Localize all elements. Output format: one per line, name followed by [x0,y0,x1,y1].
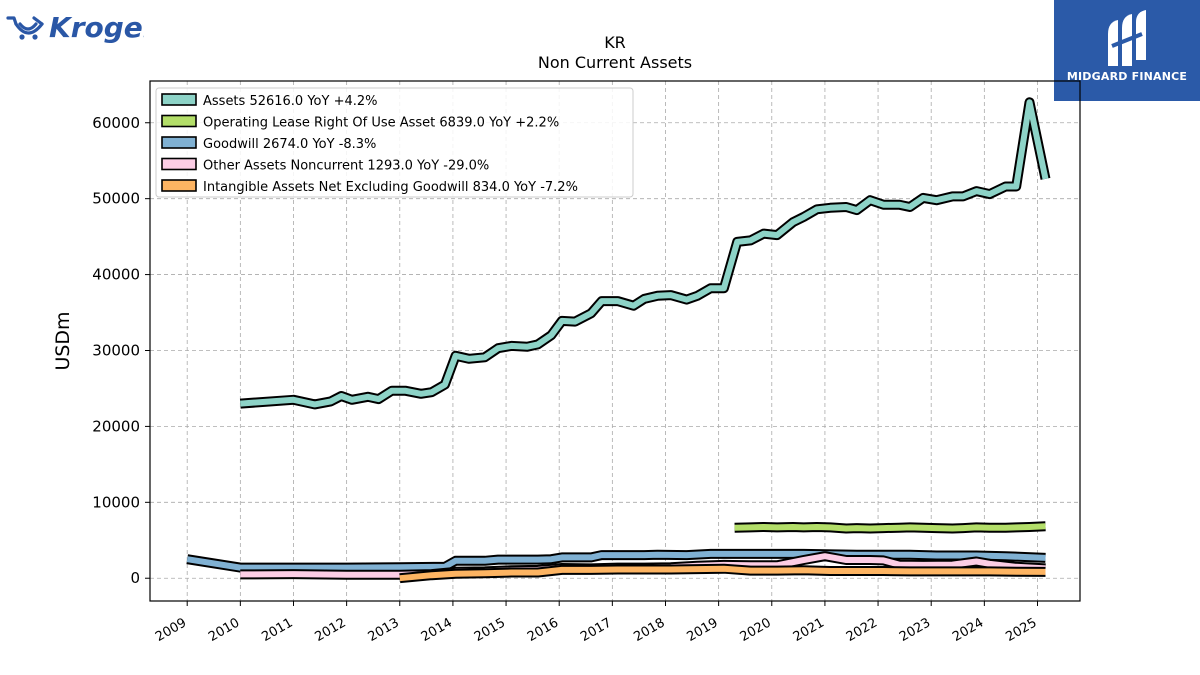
x-tick-label: 2016 [525,615,561,645]
legend-swatch [161,157,197,171]
series-line-operating-lease-right-of-use-asset [734,523,1046,532]
legend-swatch [161,93,197,106]
legend-swatch [161,114,197,128]
y-tick-label: 40000 [92,266,140,284]
midgard-finance-logo: MIDGARD FINANCE [1054,0,1200,101]
x-tick-label: 2014 [419,615,455,645]
y-tick-label: 10000 [92,493,140,511]
series-layer [186,97,1051,584]
x-tick-label: 2019 [684,615,720,645]
y-tick-label: 60000 [92,114,140,132]
legend-box [155,87,634,198]
series-line-assets [240,99,1049,408]
y-tick-label: 0 [130,569,140,587]
x-tick-label: 2020 [738,615,774,645]
kroger-logo: Kroger [4,4,159,56]
series-line-intangible-assets-net-excluding-goodwill [399,565,1046,582]
x-tick-label: 2018 [631,615,667,645]
y-tick-label: 50000 [92,190,140,208]
midgard-logo-text: MIDGARD FINANCE [1066,70,1188,83]
chart-title: KR [604,33,626,52]
x-tick-label: 2021 [791,615,827,645]
x-tick-label: 2022 [844,615,880,645]
x-tick-label: 2015 [472,615,508,645]
x-tick-label: 2017 [578,615,614,645]
series-line-goodwill [186,550,1046,571]
kroger-logo-text: Kroger [49,11,144,44]
legend: Assets 52616.0 YoY +4.2% Operating Lease … [155,87,634,198]
x-tick-label: 2012 [312,615,348,645]
chart-subtitle: Non Current Assets [538,53,692,72]
y-tick-label: 20000 [92,417,140,435]
y-tick-label: 30000 [92,341,140,359]
x-tick-label: 2023 [897,615,933,645]
legend-swatch [161,179,197,192]
legend-swatch [161,136,197,149]
legend-entry: Goodwill 2674.0 YoY -8.3% [203,137,376,152]
x-tick-label: 2013 [366,615,402,645]
x-tick-label: 2025 [1003,615,1039,645]
legend-entry: Intangible Assets Net Excluding Goodwill… [203,180,578,195]
legend-entry: Operating Lease Right Of Use Asset 6839.… [203,116,559,131]
legend-entry: Assets 52616.0 YoY +4.2% [203,94,378,109]
x-tick-label: 2010 [206,615,242,645]
legend-entry: Other Assets Noncurrent 1293.0 YoY -29.0… [203,159,489,174]
midgard-mark-icon [1108,10,1146,66]
x-tick-label: 2011 [259,615,295,645]
plot-frame [149,80,1081,602]
x-tick-label: 2024 [950,615,986,645]
x-tick-label: 2009 [153,615,189,645]
y-axis-label: USDm [52,311,74,370]
